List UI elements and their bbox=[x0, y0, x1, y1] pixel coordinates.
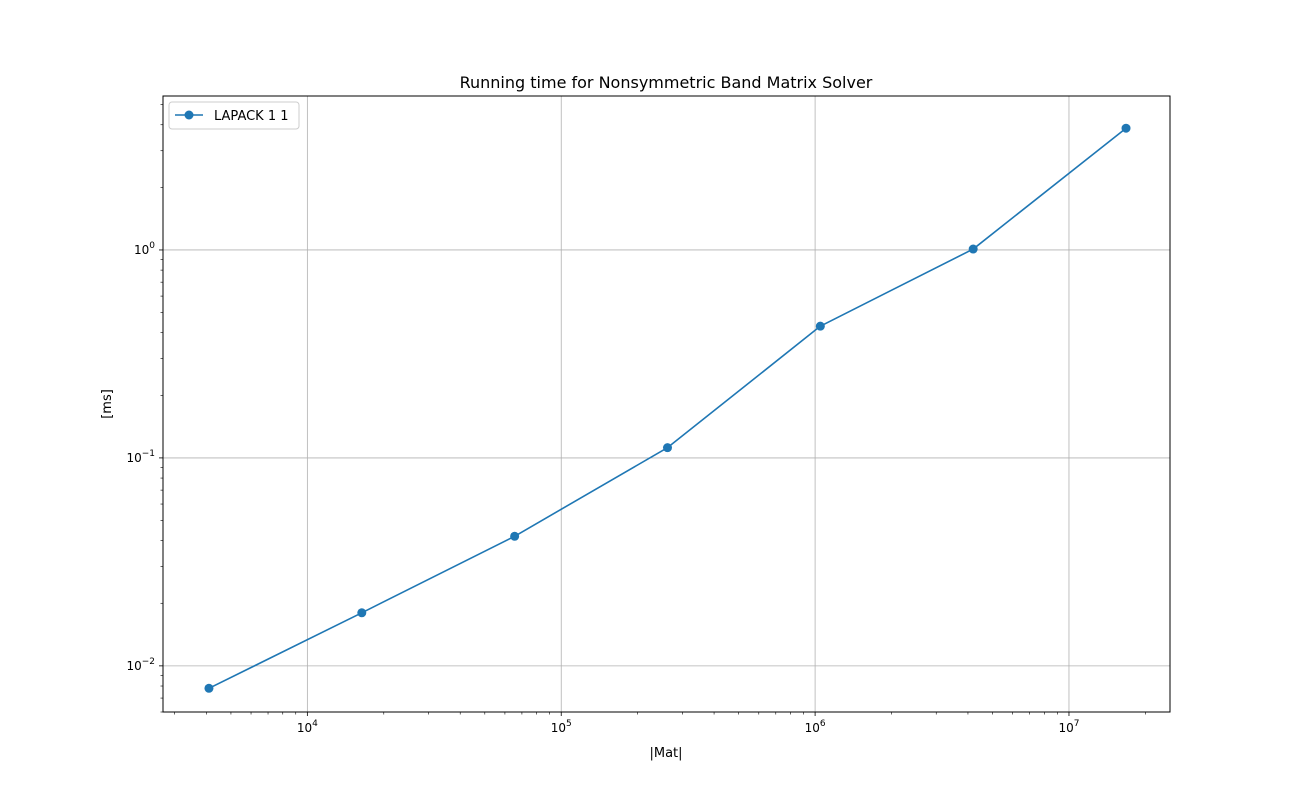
legend-marker-swatch bbox=[185, 111, 194, 120]
data-point bbox=[663, 443, 672, 452]
legend: LAPACK 1 1 bbox=[169, 102, 299, 129]
y-tick-label: 10−2 bbox=[126, 657, 155, 673]
data-point bbox=[1122, 124, 1131, 133]
x-tick-label: 107 bbox=[1058, 719, 1079, 735]
data-point bbox=[510, 532, 519, 541]
y-axis-label: [ms] bbox=[100, 389, 115, 419]
y-tick-label: 100 bbox=[134, 241, 155, 257]
x-tick-base: 10 bbox=[551, 721, 566, 735]
plot-area-background bbox=[163, 96, 1170, 712]
data-point bbox=[357, 608, 366, 617]
y-tick-exponent: −1 bbox=[142, 449, 155, 459]
y-tick-label: 10−1 bbox=[126, 449, 155, 465]
x-axis-ticks: 104 105 106 107 bbox=[297, 712, 1080, 735]
y-tick-exponent: −2 bbox=[142, 657, 155, 667]
chart-title: Running time for Nonsymmetric Band Matri… bbox=[460, 73, 873, 92]
x-axis-label: |Mat| bbox=[649, 746, 682, 761]
x-tick-base: 10 bbox=[805, 721, 820, 735]
x-tick-label: 105 bbox=[551, 719, 572, 735]
y-tick-base: 10 bbox=[126, 451, 141, 465]
x-tick-base: 10 bbox=[297, 721, 312, 735]
x-tick-exponent: 6 bbox=[820, 719, 826, 729]
x-tick-exponent: 4 bbox=[312, 719, 318, 729]
y-tick-base: 10 bbox=[126, 659, 141, 673]
y-tick-exponent: 0 bbox=[149, 241, 155, 251]
data-point bbox=[204, 684, 213, 693]
x-tick-base: 10 bbox=[1058, 721, 1073, 735]
data-point bbox=[969, 245, 978, 254]
x-tick-exponent: 5 bbox=[566, 719, 572, 729]
data-point bbox=[816, 322, 825, 331]
y-tick-base: 10 bbox=[134, 243, 149, 257]
x-tick-label: 106 bbox=[805, 719, 826, 735]
x-tick-exponent: 7 bbox=[1074, 719, 1080, 729]
x-tick-label: 104 bbox=[297, 719, 318, 735]
legend-entry-label: LAPACK 1 1 bbox=[214, 109, 289, 124]
